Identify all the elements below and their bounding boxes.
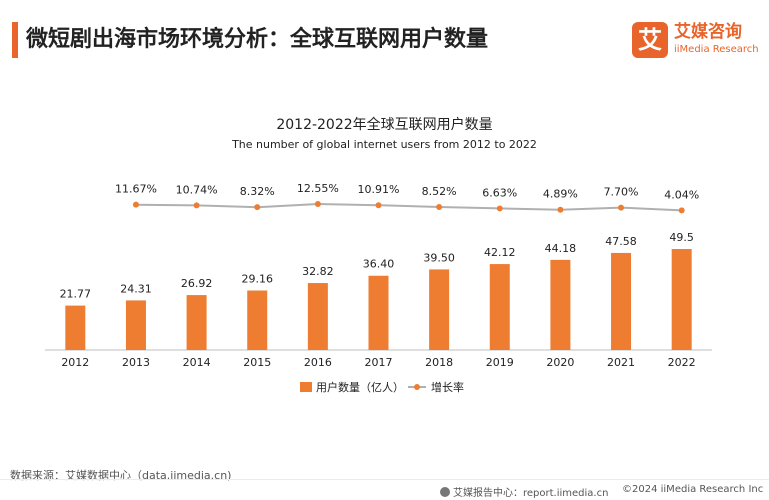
growth-label-2018: 8.52% [422,185,457,198]
growth-label-2015: 8.32% [240,185,275,198]
bar-label-2013: 24.31 [120,282,152,295]
legend-bar-label: 用户数量（亿人） [316,380,404,394]
bar-label-2018: 39.50 [423,251,455,264]
growth-point-2013 [132,201,139,208]
growth-label-2022: 4.04% [664,188,699,201]
bar-2014 [186,295,207,350]
legend-bar-swatch [300,382,312,392]
growth-label-2017: 10.91% [358,183,400,196]
chart-title: 2012-2022年全球互联网用户数量 [276,117,493,133]
growth-point-2016 [314,201,321,207]
growth-point-2015 [254,204,261,211]
growth-label-2021: 7.70% [604,186,639,199]
growth-point-2019 [496,205,503,212]
page-title: 微短剧出海市场环境分析：全球互联网用户数量 [26,27,489,52]
growth-label-2014: 10.74% [176,183,218,196]
legend-line-label: 增长率 [431,380,464,394]
bar-label-2017: 36.40 [363,258,395,271]
footer-report-center: 艾媒报告中心：report.iimedia.cn [440,484,608,499]
bar-2020 [550,259,571,350]
bar-2022 [671,249,692,350]
footer-divider [0,479,769,480]
x-tick-label-2014: 2014 [183,356,211,369]
x-tick-label-2019: 2019 [486,356,514,369]
growth-label-2013: 11.67% [115,183,157,196]
bar-label-2022: 49.5 [669,231,694,244]
x-tick-label-2022: 2022 [668,356,696,369]
x-tick-label-2018: 2018 [425,356,453,369]
bar-2017 [368,275,389,350]
footer: 艾媒报告中心：report.iimedia.cn ©2024 iiMedia R… [0,481,769,500]
bar-2018 [429,269,450,350]
bar-2015 [247,290,268,350]
bar-label-2019: 42.12 [484,246,516,259]
footer-report-center-text: 艾媒报告中心：report.iimedia.cn [453,488,609,499]
report-center-icon [440,487,450,497]
growth-point-2014 [193,202,200,209]
growth-label-2016: 12.55% [297,182,339,195]
bar-2016 [307,283,328,350]
chart-subtitle: The number of global internet users from… [232,138,537,151]
bar-label-2021: 47.58 [605,235,637,248]
logo-mark-icon: 艾 [632,22,668,58]
bar-2021 [611,252,632,350]
brand-logo: 艾 艾媒咨询 iiMedia Research [632,22,762,60]
x-tick-label-2017: 2017 [365,356,393,369]
growth-point-2022 [678,207,685,214]
x-tick-label-2021: 2021 [607,356,635,369]
logo-name-cn: 艾媒咨询 [674,22,742,42]
legend-line-marker [414,384,420,390]
growth-point-2020 [557,206,564,213]
bar-label-2015: 29.16 [241,273,273,286]
footer-copyright: ©2024 iiMedia Research Inc [622,484,764,495]
growth-point-2017 [375,202,382,209]
bar-label-2016: 32.82 [302,265,334,278]
data-source: 数据来源：艾媒数据中心（data.iimedia.cn) [10,469,232,482]
bar-2012 [65,305,86,350]
x-tick-label-2016: 2016 [304,356,332,369]
bar-label-2014: 26.92 [181,277,213,290]
x-tick-label-2020: 2020 [546,356,574,369]
bar-label-2012: 21.77 [60,288,92,301]
bar-2013 [125,300,146,350]
x-tick-label-2012: 2012 [61,356,89,369]
title-accent-bar [12,22,18,58]
growth-label-2020: 4.89% [543,188,578,201]
combo-chart: 21.77 2012 24.31 2013 26.92 2014 29.16 2015 32.8… [45,182,712,394]
bar-2019 [489,264,510,350]
x-tick-label-2015: 2015 [243,356,271,369]
x-tick-label-2013: 2013 [122,356,150,369]
growth-point-2018 [436,204,443,211]
growth-point-2021 [618,204,625,211]
growth-rate-line [135,202,682,212]
bar-label-2020: 44.18 [545,242,577,255]
growth-label-2019: 6.63% [482,186,517,199]
logo-name-en: iiMedia Research [674,44,759,55]
